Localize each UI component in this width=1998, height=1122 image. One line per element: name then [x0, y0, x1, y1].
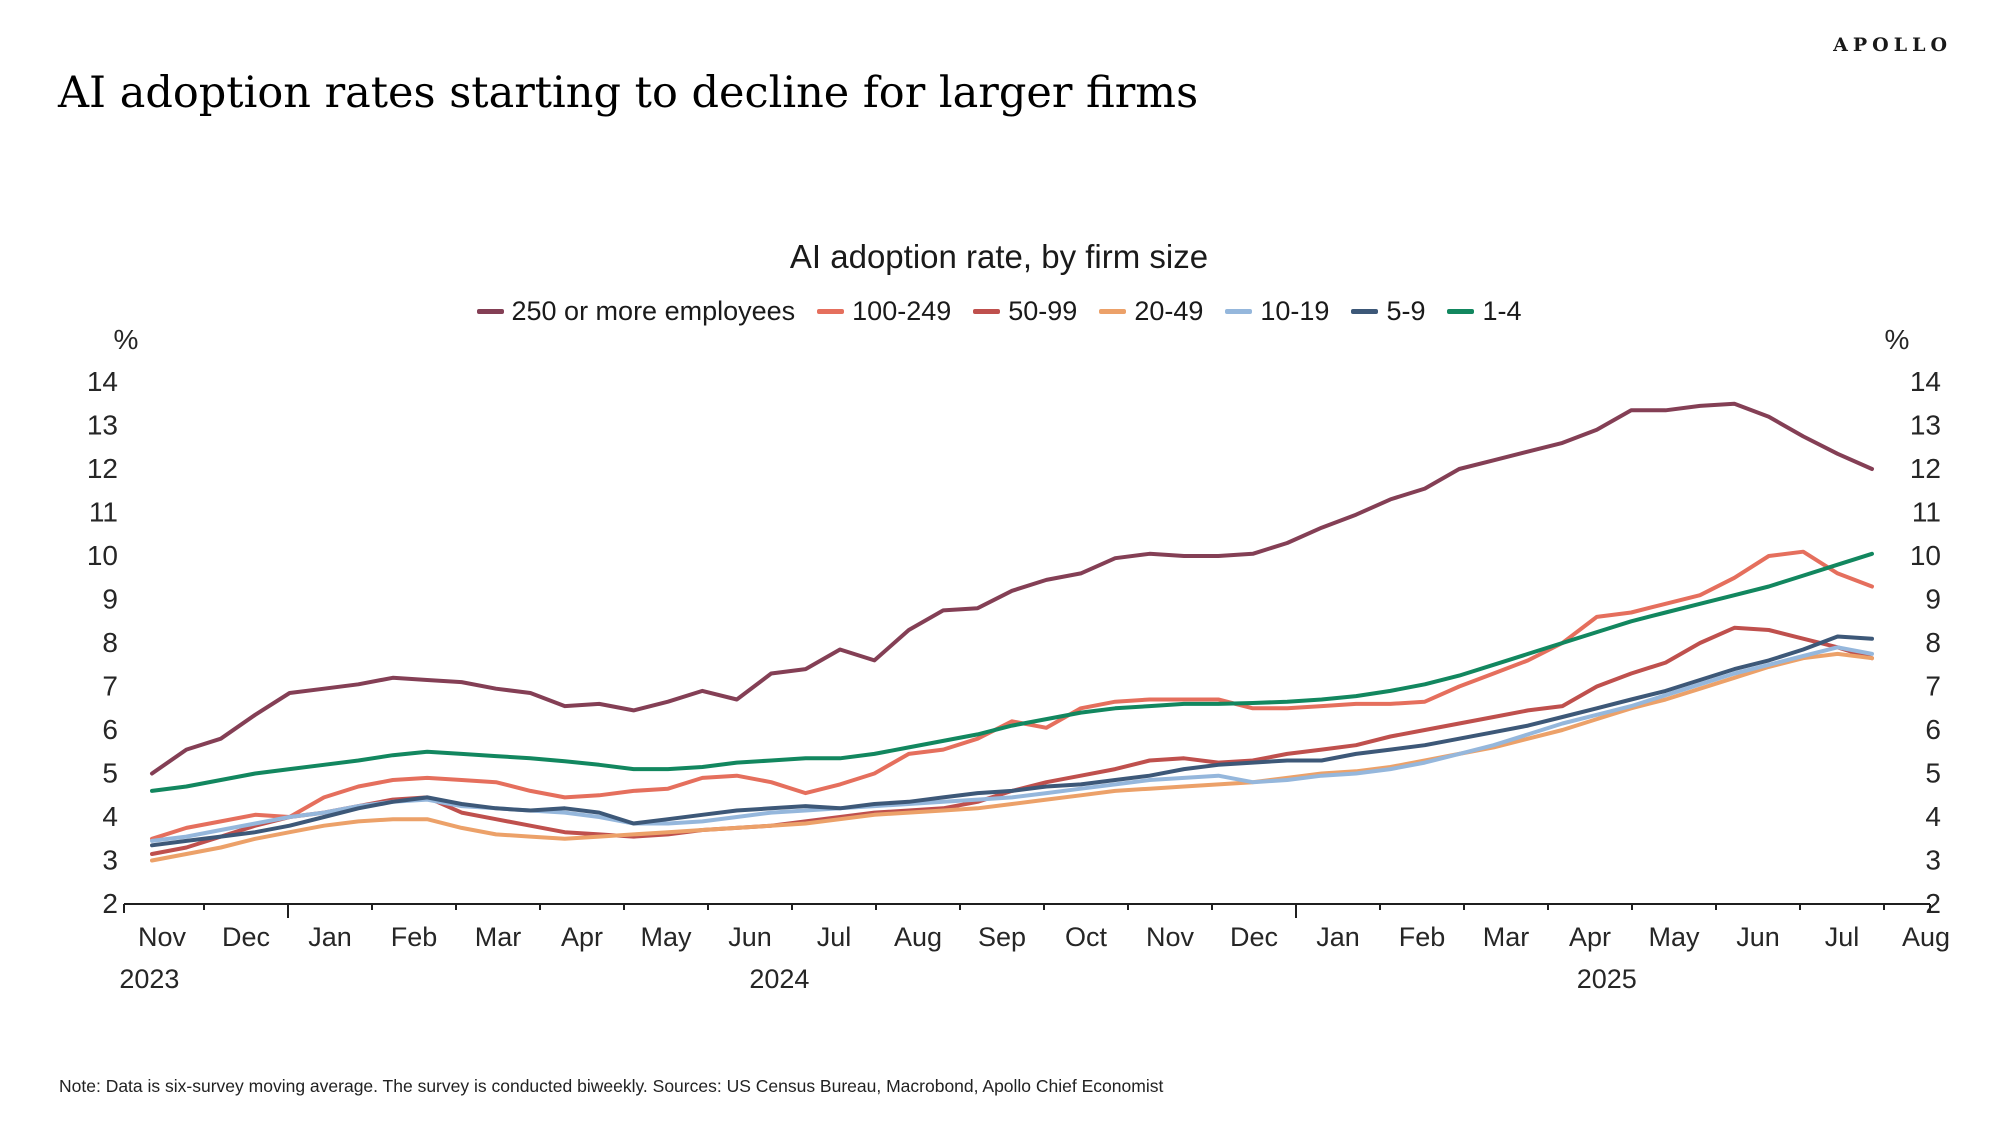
y-axis-tick-label-left: 9 — [102, 584, 118, 615]
y-axis-tick-label-right: 2 — [1925, 888, 1941, 919]
series-line-5-9 — [150, 634, 1874, 848]
x-axis-month-label: May — [1648, 922, 1700, 952]
legend-label: 5-9 — [1386, 296, 1426, 326]
legend-item: 100-249 — [817, 296, 951, 327]
y-axis-tick-label-right: 8 — [1925, 627, 1941, 658]
y-axis-tick-label-left: 14 — [87, 366, 118, 397]
y-axis-tick-label-right: 10 — [1910, 540, 1941, 571]
legend-swatch — [973, 309, 1001, 314]
x-axis-month-label: Mar — [1483, 922, 1530, 952]
x-axis-month-label: Jul — [1825, 922, 1860, 952]
y-axis-tick-label-right: 12 — [1910, 453, 1941, 484]
x-axis-year-label: 2023 — [119, 964, 179, 994]
y-axis-tick-label-right: 3 — [1925, 845, 1941, 876]
y-axis-tick-label-left: 5 — [102, 758, 118, 789]
legend-item: 1-4 — [1447, 296, 1522, 327]
y-axis-tick-label-left: 2 — [102, 888, 118, 919]
legend-label: 1-4 — [1482, 296, 1522, 326]
x-axis-month-label: Sep — [978, 922, 1026, 952]
y-axis-unit-right: % — [1885, 324, 1910, 355]
x-axis-month-label: Jul — [817, 922, 852, 952]
y-axis-tick-label-left: 11 — [89, 497, 118, 528]
y-axis-tick-label-right: 14 — [1910, 366, 1941, 397]
x-axis-month-label: Dec — [222, 922, 270, 952]
x-axis-month-label: May — [640, 922, 692, 952]
legend-label: 20-49 — [1134, 296, 1204, 326]
source-note: Note: Data is six-survey moving average.… — [59, 1076, 1164, 1096]
legend-swatch — [1351, 309, 1379, 314]
y-axis-tick-label-left: 7 — [102, 671, 118, 702]
x-axis-month-label: Jun — [1736, 922, 1780, 952]
x-axis-month-label: Aug — [1902, 922, 1950, 952]
legend-item: 20-49 — [1099, 296, 1203, 327]
x-axis-month-label: Feb — [1399, 922, 1446, 952]
y-axis-tick-label-left: 13 — [87, 410, 118, 441]
legend-item: 5-9 — [1351, 296, 1425, 327]
x-axis-month-label: Apr — [1569, 922, 1611, 952]
y-axis-tick-label-left: 12 — [87, 453, 118, 484]
series-line-10-19 — [150, 645, 1874, 843]
brand-logo: APOLLO — [1833, 34, 1952, 56]
legend-label: 250 or more employees — [511, 296, 796, 326]
x-axis-month-label: Nov — [138, 922, 187, 952]
y-axis-tick-label-right: 6 — [1925, 714, 1941, 745]
chart-legend: 250 or more employees 100-249 50-99 20-49 10… — [0, 296, 1998, 327]
legend-label: 100-249 — [852, 296, 952, 326]
legend-item: 10-19 — [1225, 296, 1329, 327]
chart-title: AI adoption rate, by firm size — [789, 238, 1209, 275]
legend-label: 50-99 — [1008, 296, 1078, 326]
x-axis-month-label: Jun — [728, 922, 772, 952]
y-axis-tick-label-right: 7 — [1925, 671, 1941, 702]
x-axis-month-label: Jan — [308, 922, 352, 952]
legend-item: 50-99 — [973, 296, 1077, 327]
x-axis-month-label: Apr — [561, 922, 603, 952]
legend-swatch — [817, 309, 845, 314]
y-axis-tick-label-right: 13 — [1910, 410, 1941, 441]
y-axis-tick-label-right: 5 — [1925, 758, 1941, 789]
series-line-100-249 — [150, 549, 1874, 841]
series-line-1-4 — [150, 551, 1874, 793]
legend-swatch — [476, 309, 504, 314]
x-axis-month-label: Mar — [475, 922, 522, 952]
y-axis-unit-left: % — [114, 324, 139, 355]
x-axis-year-label: 2025 — [1577, 964, 1637, 994]
x-axis-month-label: Oct — [1065, 922, 1108, 952]
y-axis-tick-label-left: 4 — [102, 801, 118, 832]
series-line-20-49 — [150, 651, 1874, 863]
legend-swatch — [1225, 309, 1253, 314]
x-axis-month-label: Jan — [1316, 922, 1360, 952]
y-axis-tick-label-left: 3 — [102, 845, 118, 876]
y-axis-tick-label-right: 4 — [1925, 801, 1941, 832]
y-axis-tick-label-right: 9 — [1925, 584, 1941, 615]
x-axis-month-label: Feb — [391, 922, 438, 952]
y-axis-tick-label-right: 11 — [1912, 497, 1941, 528]
x-axis-month-label: Aug — [894, 922, 942, 952]
legend-swatch — [1447, 309, 1475, 314]
x-axis-year-label: 2024 — [749, 964, 809, 994]
legend-item: 250 or more employees — [476, 296, 796, 327]
series-line-250-or-more-employees — [150, 401, 1874, 776]
x-axis-month-label: Nov — [1146, 922, 1195, 952]
y-axis-tick-label-left: 6 — [102, 714, 118, 745]
y-axis-tick-label-left: 10 — [87, 540, 118, 571]
legend-swatch — [1099, 309, 1127, 314]
y-axis-tick-label-left: 8 — [102, 627, 118, 658]
legend-label: 10-19 — [1260, 296, 1330, 326]
page-title: AI adoption rates starting to decline fo… — [58, 68, 1199, 118]
x-axis-month-label: Dec — [1230, 922, 1278, 952]
